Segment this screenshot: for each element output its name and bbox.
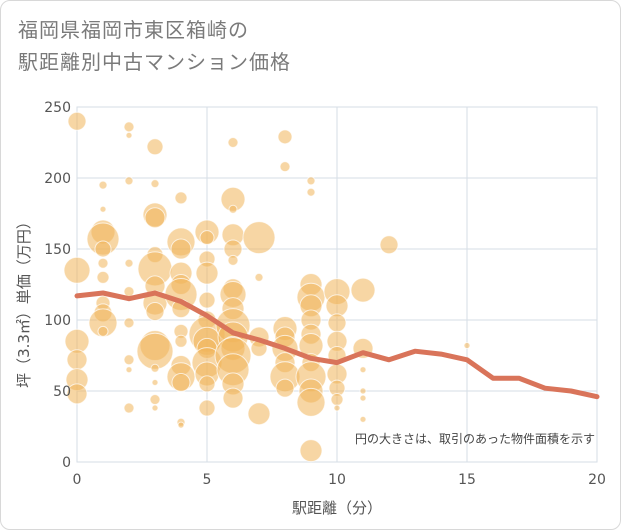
data-bubble xyxy=(333,404,341,412)
data-bubble xyxy=(254,272,264,282)
data-bubble xyxy=(198,399,216,417)
data-bubble xyxy=(174,334,188,348)
data-bubble xyxy=(66,349,88,371)
data-bubble xyxy=(96,270,110,284)
data-bubble xyxy=(177,421,185,429)
data-bubble xyxy=(242,221,276,255)
data-bubble xyxy=(150,363,160,373)
data-bubble xyxy=(63,256,91,284)
data-bubble xyxy=(296,387,326,417)
data-bubble xyxy=(123,317,135,329)
data-bubble xyxy=(66,383,88,405)
data-bubble xyxy=(463,342,471,350)
chart-title-line-1: 福岡県福岡市東区箱崎の xyxy=(18,18,249,42)
data-bubble xyxy=(350,277,376,303)
data-bubble xyxy=(171,372,191,392)
data-bubble xyxy=(198,375,216,393)
data-bubble xyxy=(123,402,135,414)
data-bubble xyxy=(94,240,112,258)
data-bubble xyxy=(97,257,109,269)
data-bubble xyxy=(149,394,161,406)
data-bubble xyxy=(198,291,216,309)
data-bubble xyxy=(144,207,166,229)
x-tick-label: 0 xyxy=(73,472,82,488)
data-bubble xyxy=(330,393,344,407)
data-bubble xyxy=(359,366,367,374)
y-tick-label: 0 xyxy=(62,455,71,471)
data-bubble xyxy=(379,235,399,255)
y-tick-label: 250 xyxy=(44,100,71,116)
data-bubble xyxy=(228,204,238,214)
data-bubble xyxy=(146,138,164,156)
data-bubble xyxy=(306,176,316,186)
data-bubble xyxy=(327,313,347,333)
data-bubble xyxy=(227,137,239,148)
data-bubble xyxy=(124,176,134,186)
x-tick-label: 5 xyxy=(203,472,212,488)
data-bubble xyxy=(97,325,109,337)
data-bubble xyxy=(359,394,367,402)
data-bubble xyxy=(123,121,135,133)
data-bubble xyxy=(67,111,87,131)
data-bubble xyxy=(125,131,133,139)
data-bubble xyxy=(123,354,135,366)
x-axis-ticks: 0 5 10 15 20 xyxy=(73,472,606,488)
y-axis-ticks: 0 50 100 150 200 250 xyxy=(44,100,71,471)
data-bubble xyxy=(359,387,367,395)
chart-title: 福岡県福岡市東区箱崎の 駅距離別中古マンション価格 xyxy=(18,14,291,78)
trend-line-layer xyxy=(74,290,600,400)
data-bubble xyxy=(306,187,316,197)
bubbles xyxy=(63,111,471,463)
chart-title-line-2: 駅距離別中古マンション価格 xyxy=(18,50,291,74)
size-annotation: 円の大きさは、取引のあった物件面積を示す xyxy=(355,431,595,446)
data-bubble xyxy=(247,402,271,426)
y-axis-label: 坪（3.3㎡）単価（万円） xyxy=(15,214,33,388)
trend-line xyxy=(74,290,600,400)
y-tick-label: 150 xyxy=(44,242,71,258)
y-tick-label: 100 xyxy=(44,313,71,329)
data-bubble xyxy=(98,180,108,190)
data-bubble xyxy=(222,387,244,409)
data-bubble xyxy=(170,238,192,260)
x-tick-label: 20 xyxy=(588,472,606,488)
data-bubble xyxy=(277,129,293,145)
data-bubble xyxy=(125,366,133,374)
y-tick-label: 200 xyxy=(44,171,71,187)
data-bubble xyxy=(275,378,295,398)
data-bubble xyxy=(299,439,323,463)
data-bubble xyxy=(151,404,159,412)
data-bubble xyxy=(124,258,134,268)
data-bubble xyxy=(195,261,219,285)
data-bubble xyxy=(174,191,188,205)
x-axis-label: 駅距離（分） xyxy=(292,499,382,517)
data-bubble xyxy=(145,301,165,321)
data-bubble xyxy=(123,286,135,298)
data-bubble xyxy=(99,205,107,213)
x-tick-label: 10 xyxy=(328,472,346,488)
data-bubble xyxy=(279,161,291,173)
data-bubble xyxy=(359,415,367,423)
y-tick-label: 50 xyxy=(53,384,71,400)
data-bubble xyxy=(150,179,160,189)
data-bubble xyxy=(199,230,215,246)
x-tick-label: 15 xyxy=(458,472,476,488)
data-bubble xyxy=(151,378,159,386)
data-bubble xyxy=(227,254,239,266)
